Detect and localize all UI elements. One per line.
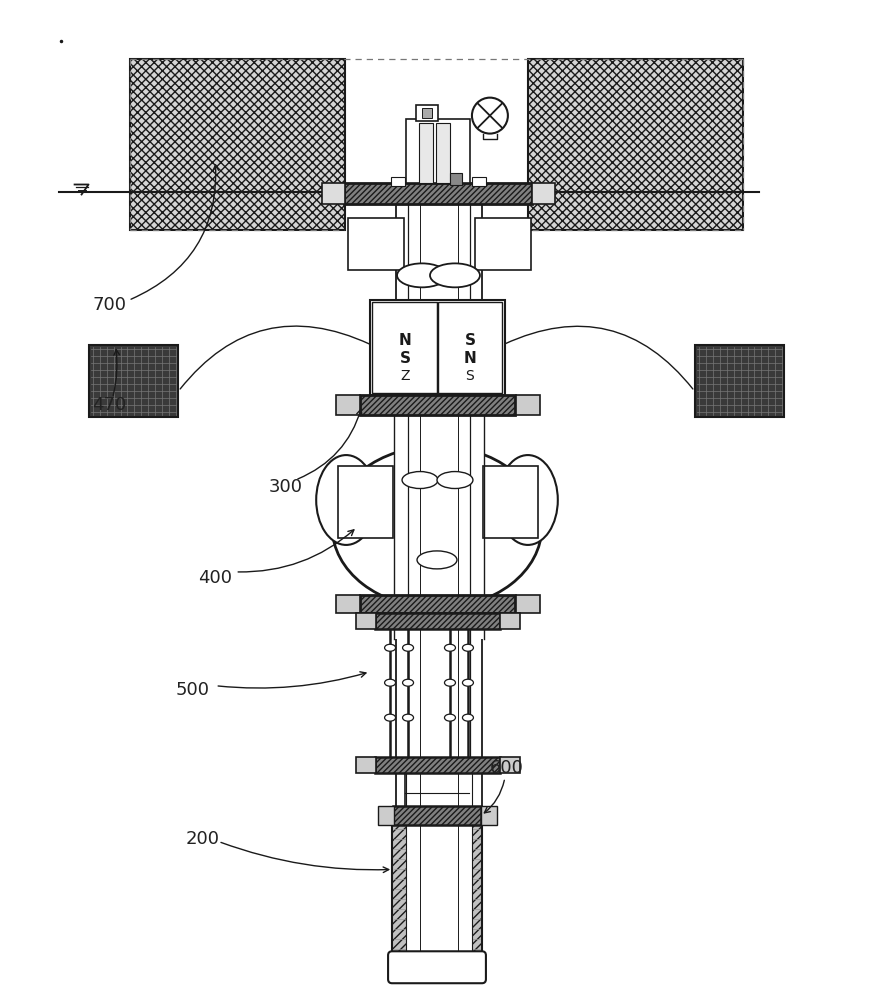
- Ellipse shape: [332, 446, 542, 608]
- Bar: [406, 119, 470, 183]
- Bar: [422, 108, 432, 118]
- Bar: [500, 613, 519, 629]
- Bar: [393, 806, 481, 825]
- Bar: [322, 183, 345, 204]
- Bar: [370, 300, 505, 395]
- Bar: [375, 613, 500, 629]
- Ellipse shape: [463, 679, 473, 686]
- Ellipse shape: [463, 644, 473, 651]
- Ellipse shape: [444, 714, 456, 721]
- Ellipse shape: [402, 472, 438, 489]
- Ellipse shape: [385, 714, 395, 721]
- Ellipse shape: [316, 455, 376, 545]
- Bar: [500, 757, 519, 773]
- Text: 400: 400: [198, 569, 232, 587]
- Bar: [372, 302, 437, 393]
- Bar: [416, 105, 438, 121]
- Bar: [394, 415, 484, 639]
- Text: 300: 300: [268, 478, 302, 496]
- Ellipse shape: [385, 644, 395, 651]
- Bar: [338, 466, 393, 538]
- Bar: [695, 345, 785, 417]
- Bar: [481, 806, 497, 825]
- Ellipse shape: [498, 455, 558, 545]
- FancyArrowPatch shape: [180, 326, 369, 389]
- Text: 600: 600: [490, 759, 524, 777]
- Text: N: N: [464, 351, 477, 366]
- Bar: [336, 395, 361, 415]
- Bar: [361, 395, 515, 415]
- Text: S: S: [400, 351, 410, 366]
- Text: N: N: [399, 333, 411, 348]
- Bar: [391, 177, 405, 186]
- Ellipse shape: [402, 679, 414, 686]
- Ellipse shape: [437, 472, 473, 489]
- Bar: [356, 757, 376, 773]
- Ellipse shape: [402, 714, 414, 721]
- Bar: [375, 757, 500, 773]
- Text: 500: 500: [175, 681, 210, 699]
- Ellipse shape: [417, 551, 457, 569]
- Bar: [406, 773, 472, 955]
- Bar: [356, 613, 376, 629]
- Bar: [528, 59, 743, 230]
- Bar: [348, 218, 404, 270]
- FancyArrowPatch shape: [505, 326, 693, 389]
- Ellipse shape: [444, 679, 456, 686]
- Bar: [88, 345, 178, 417]
- Text: S: S: [464, 333, 476, 348]
- Ellipse shape: [463, 714, 473, 721]
- Bar: [336, 595, 361, 613]
- Bar: [438, 302, 502, 393]
- Bar: [516, 395, 540, 415]
- Bar: [450, 173, 462, 185]
- Text: 700: 700: [93, 296, 127, 314]
- Bar: [130, 59, 345, 230]
- Bar: [419, 123, 433, 183]
- Bar: [405, 773, 469, 818]
- FancyBboxPatch shape: [388, 951, 486, 983]
- Text: S: S: [465, 369, 474, 383]
- Bar: [378, 806, 394, 825]
- Text: 470: 470: [93, 396, 127, 414]
- Text: Z: Z: [401, 369, 409, 383]
- Bar: [392, 825, 482, 955]
- Ellipse shape: [397, 263, 447, 287]
- Bar: [516, 595, 540, 613]
- Ellipse shape: [430, 263, 480, 287]
- Circle shape: [472, 98, 508, 134]
- Bar: [396, 204, 482, 810]
- Text: 200: 200: [185, 830, 219, 848]
- Bar: [532, 183, 555, 204]
- Bar: [472, 177, 486, 186]
- Bar: [361, 595, 515, 613]
- Ellipse shape: [402, 644, 414, 651]
- Ellipse shape: [444, 644, 456, 651]
- Bar: [483, 466, 538, 538]
- Bar: [344, 183, 532, 204]
- Bar: [475, 218, 531, 270]
- Bar: [436, 123, 450, 183]
- Ellipse shape: [385, 679, 395, 686]
